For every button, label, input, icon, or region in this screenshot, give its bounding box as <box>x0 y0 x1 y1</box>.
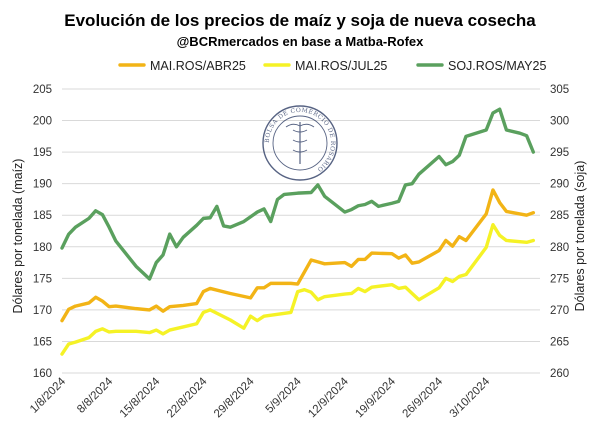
legend: MAI.ROS/ABR25 MAI.ROS/JUL25 SOJ.ROS/MAY25 <box>118 59 546 73</box>
x-tick-label: 5/9/2024 <box>264 375 305 416</box>
y-right-tick-label: 280 <box>550 242 569 254</box>
y-left-tick-label: 190 <box>33 179 52 191</box>
x-tick-label: 26/9/2024 <box>401 375 446 420</box>
legend-label: MAI.ROS/ABR25 <box>150 59 246 73</box>
y-left-tick-label: 205 <box>33 84 52 96</box>
x-tick-label: 12/9/2024 <box>306 375 351 420</box>
y-right-tick-label: 260 <box>550 368 569 380</box>
y-left-tick-label: 175 <box>33 273 52 285</box>
x-tick-label: 8/8/2024 <box>75 375 116 416</box>
x-tick-label: 3/10/2024 <box>448 375 493 420</box>
x-tick-label: 22/8/2024 <box>165 375 210 420</box>
y-left-tick-label: 170 <box>33 305 52 317</box>
y-right-tick-label: 275 <box>550 273 569 285</box>
y-left-tick-label: 185 <box>33 210 52 222</box>
y-left-tick-label: 165 <box>33 336 52 348</box>
series-lines <box>60 107 536 356</box>
seal-wings-icon <box>285 123 315 128</box>
legend-label: SOJ.ROS/MAY25 <box>448 59 546 73</box>
y-right-tick-label: 290 <box>550 179 569 191</box>
y-right-tick-label: 295 <box>550 147 569 159</box>
y-right-tick-label: 265 <box>550 336 569 348</box>
y-right-tick-label: 305 <box>550 84 569 96</box>
y-right-tick-label: 285 <box>550 210 569 222</box>
chart-title: Evolución de los precios de maíz y soja … <box>64 11 536 30</box>
chart-subtitle: @BCRmercados en base a Matba-Rofex <box>177 34 425 49</box>
x-tick-label: 19/9/2024 <box>353 375 398 420</box>
y-axis-right-ticks: 260 265 270 275 280 285 290 295 300 305 <box>550 84 569 380</box>
y-left-tick-label: 160 <box>33 368 52 380</box>
series-line-mai-ros-jul25 <box>60 222 536 356</box>
series-line-soj-ros-may25 <box>60 107 536 281</box>
bcr-seal-watermark: BOLSA DE COMERCIO DE ROSARIO <box>262 105 338 181</box>
x-tick-label: 29/8/2024 <box>212 375 257 420</box>
series-line-mai-ros-abr25 <box>60 188 536 323</box>
y-axis-left-label: Dólares por tonelada (maíz) <box>11 159 25 314</box>
x-tick-label: 15/8/2024 <box>118 375 163 420</box>
x-tick-label: 1/8/2024 <box>28 375 69 416</box>
y-axis-left-ticks: 160 165 170 175 180 185 190 195 200 205 <box>33 84 52 380</box>
y-left-tick-label: 195 <box>33 147 52 159</box>
seal-snakes-icon <box>292 129 308 153</box>
y-left-tick-label: 200 <box>33 116 52 128</box>
y-right-tick-label: 270 <box>550 305 569 317</box>
x-axis-ticks: 1/8/2024 8/8/2024 15/8/2024 22/8/2024 29/8/2… <box>28 375 493 420</box>
y-left-tick-label: 180 <box>33 242 52 254</box>
legend-label: MAI.ROS/JUL25 <box>295 59 387 73</box>
y-right-tick-label: 300 <box>550 116 569 128</box>
y-axis-right-label: Dólares por tonelada (soja) <box>573 161 587 312</box>
